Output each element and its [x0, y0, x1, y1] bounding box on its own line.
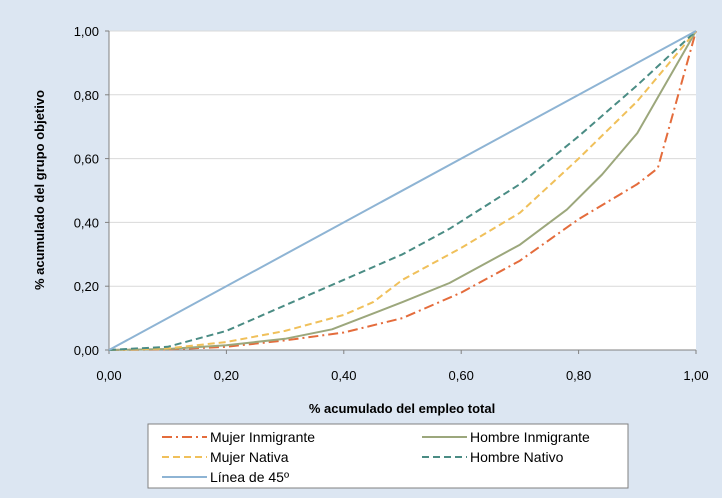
- x-tick-label: 0,80: [566, 368, 591, 383]
- legend: Mujer Inmigrante Hombre Inmigrante Mujer N…: [147, 423, 629, 489]
- y-tick-labels: 0,00 0,20 0,40 0,60 0,80 1,00: [74, 24, 99, 358]
- x-tick-label: 0,20: [214, 368, 239, 383]
- legend-label: Línea de 45º: [210, 469, 289, 485]
- legend-label: Mujer Nativa: [210, 449, 289, 465]
- y-tick-label: 0,80: [74, 88, 99, 103]
- x-tick-labels: 0,00 0,20 0,40 0,60 0,80 1,00: [96, 368, 708, 383]
- series-line-hombre-inmigrante: [108, 30, 697, 351]
- legend-label: Mujer Inmigrante: [210, 429, 315, 445]
- x-tick-label: 0,60: [449, 368, 474, 383]
- x-tick-label: 1,00: [683, 368, 708, 383]
- x-tick-label: 0,40: [331, 368, 356, 383]
- x-axis-title: % acumulado del empleo total: [309, 401, 495, 416]
- series-line-hombre-nativo: [108, 30, 697, 351]
- legend-label: Hombre Nativo: [470, 449, 564, 465]
- y-tick-label: 0,60: [74, 152, 99, 167]
- y-tick-label: 1,00: [74, 24, 99, 39]
- legend-box: [147, 423, 629, 489]
- series-line-mujer-inmigrante: [108, 30, 697, 351]
- y-axis-title: % acumulado del grupo objetivo: [32, 90, 47, 290]
- grid-layer: [105, 30, 697, 354]
- y-tick-label: 0,20: [74, 279, 99, 294]
- series-line-linea-de-45: [108, 30, 697, 351]
- series-line-mujer-nativa: [108, 30, 697, 351]
- axes-layer: [108, 31, 696, 351]
- legend-label: Hombre Inmigrante: [470, 429, 590, 445]
- x-tick-label: 0,00: [96, 368, 121, 383]
- y-tick-label: 0,00: [74, 343, 99, 358]
- y-tick-label: 0,40: [74, 215, 99, 230]
- series-layer: [108, 30, 697, 351]
